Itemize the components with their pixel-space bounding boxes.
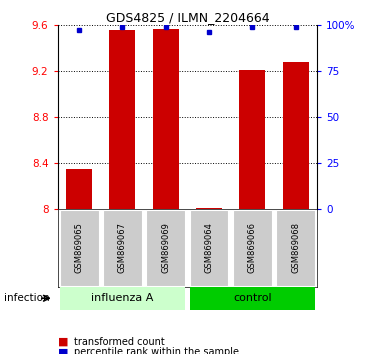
Text: GSM869069: GSM869069 [161,222,170,273]
Title: GDS4825 / ILMN_2204664: GDS4825 / ILMN_2204664 [105,11,269,24]
Bar [190,210,229,286]
Bar [66,169,92,209]
Text: GSM869064: GSM869064 [204,222,213,273]
Bar [60,210,99,286]
Bar [103,210,142,286]
Bar [276,210,315,286]
Text: ■: ■ [58,347,68,354]
Text: GSM869068: GSM869068 [291,222,300,273]
Bar [60,287,185,310]
Bar [233,210,272,286]
Text: percentile rank within the sample: percentile rank within the sample [74,347,239,354]
Bar [109,30,135,209]
Bar [196,208,222,209]
Text: GSM869066: GSM869066 [248,222,257,273]
Text: transformed count: transformed count [74,337,165,347]
Bar [153,29,179,209]
Text: GSM869065: GSM869065 [75,222,83,273]
Text: GSM869067: GSM869067 [118,222,127,273]
Text: control: control [233,293,272,303]
Text: influenza A: influenza A [91,293,154,303]
Bar [283,62,309,209]
Bar [239,70,265,209]
Bar [146,210,185,286]
Bar [190,287,315,310]
Text: ■: ■ [58,337,68,347]
Text: infection: infection [4,293,49,303]
